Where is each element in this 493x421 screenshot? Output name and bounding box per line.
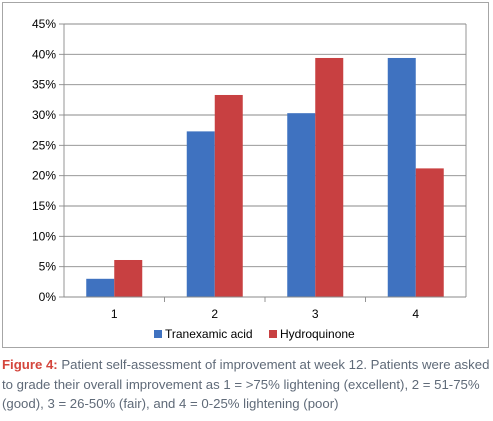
y-tick-label: 25% [32, 138, 56, 152]
x-tick-label: 1 [111, 307, 118, 321]
bar [214, 94, 243, 297]
caption-label: Figure 4: [2, 357, 58, 372]
bar [287, 113, 316, 298]
y-tick-label: 40% [32, 47, 56, 61]
x-tick-label: 2 [211, 307, 218, 321]
figure-caption: Figure 4: Patient self-assessment of imp… [2, 355, 491, 414]
bar [415, 168, 444, 297]
bar [114, 259, 143, 297]
legend-swatch [154, 330, 162, 338]
x-tick-label: 4 [412, 307, 419, 321]
y-tick-label: 5% [39, 260, 57, 274]
y-tick-label: 35% [32, 78, 56, 92]
y-tick-label: 0% [39, 290, 57, 304]
legend-label: Tranexamic acid [165, 327, 253, 341]
y-tick-label: 15% [32, 199, 56, 213]
y-tick-label: 45% [32, 17, 56, 31]
bar [387, 57, 416, 298]
y-tick-label: 10% [32, 229, 56, 243]
bar [315, 57, 344, 298]
y-tick-label: 20% [32, 169, 56, 183]
bar [86, 278, 115, 297]
bar [186, 131, 215, 297]
y-tick-label: 30% [32, 108, 56, 122]
caption-text: Patient self-assessment of improvement a… [2, 357, 490, 411]
chart-frame: 0% 5% 10% 15% 20% 25% 30% 35% 40% 45% 1 2 3 4 Tranexam… [2, 2, 489, 348]
legend-swatch [269, 330, 277, 338]
bar-chart: 0% 5% 10% 15% 20% 25% 30% 35% 40% 45% 1 2 3 4 Tranexam… [32, 17, 467, 341]
x-tick-label: 3 [312, 307, 319, 321]
legend-label: Hydroquinone [280, 327, 355, 341]
